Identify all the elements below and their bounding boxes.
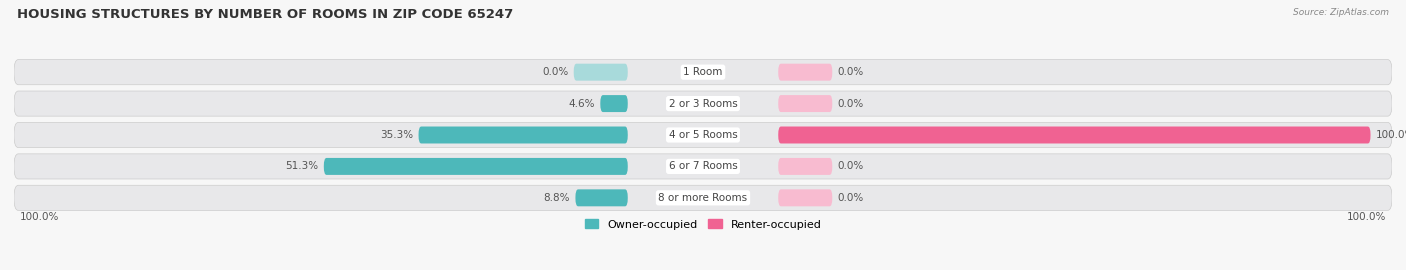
FancyBboxPatch shape bbox=[779, 64, 832, 81]
Legend: Owner-occupied, Renter-occupied: Owner-occupied, Renter-occupied bbox=[585, 219, 821, 230]
Text: 6 or 7 Rooms: 6 or 7 Rooms bbox=[669, 161, 737, 171]
Text: 0.0%: 0.0% bbox=[838, 161, 863, 171]
FancyBboxPatch shape bbox=[779, 158, 832, 175]
FancyBboxPatch shape bbox=[419, 127, 627, 143]
Text: 0.0%: 0.0% bbox=[543, 67, 568, 77]
FancyBboxPatch shape bbox=[779, 95, 832, 112]
FancyBboxPatch shape bbox=[14, 122, 1392, 148]
FancyBboxPatch shape bbox=[575, 189, 627, 206]
Text: Source: ZipAtlas.com: Source: ZipAtlas.com bbox=[1294, 8, 1389, 17]
Text: 51.3%: 51.3% bbox=[285, 161, 319, 171]
Text: 1 Room: 1 Room bbox=[683, 67, 723, 77]
FancyBboxPatch shape bbox=[323, 158, 627, 175]
Text: 35.3%: 35.3% bbox=[380, 130, 413, 140]
Text: 4.6%: 4.6% bbox=[568, 99, 595, 109]
Text: 100.0%: 100.0% bbox=[1376, 130, 1406, 140]
Text: 8 or more Rooms: 8 or more Rooms bbox=[658, 193, 748, 203]
FancyBboxPatch shape bbox=[779, 127, 1371, 143]
Text: 0.0%: 0.0% bbox=[838, 67, 863, 77]
Text: 0.0%: 0.0% bbox=[838, 193, 863, 203]
FancyBboxPatch shape bbox=[14, 91, 1392, 116]
FancyBboxPatch shape bbox=[779, 189, 832, 206]
Text: 0.0%: 0.0% bbox=[838, 99, 863, 109]
Text: 4 or 5 Rooms: 4 or 5 Rooms bbox=[669, 130, 737, 140]
FancyBboxPatch shape bbox=[600, 95, 627, 112]
Text: 100.0%: 100.0% bbox=[1347, 212, 1386, 222]
Text: 8.8%: 8.8% bbox=[544, 193, 571, 203]
FancyBboxPatch shape bbox=[14, 185, 1392, 210]
FancyBboxPatch shape bbox=[574, 64, 627, 81]
FancyBboxPatch shape bbox=[14, 60, 1392, 85]
Text: 2 or 3 Rooms: 2 or 3 Rooms bbox=[669, 99, 737, 109]
Text: HOUSING STRUCTURES BY NUMBER OF ROOMS IN ZIP CODE 65247: HOUSING STRUCTURES BY NUMBER OF ROOMS IN… bbox=[17, 8, 513, 21]
FancyBboxPatch shape bbox=[14, 154, 1392, 179]
Text: 100.0%: 100.0% bbox=[20, 212, 59, 222]
